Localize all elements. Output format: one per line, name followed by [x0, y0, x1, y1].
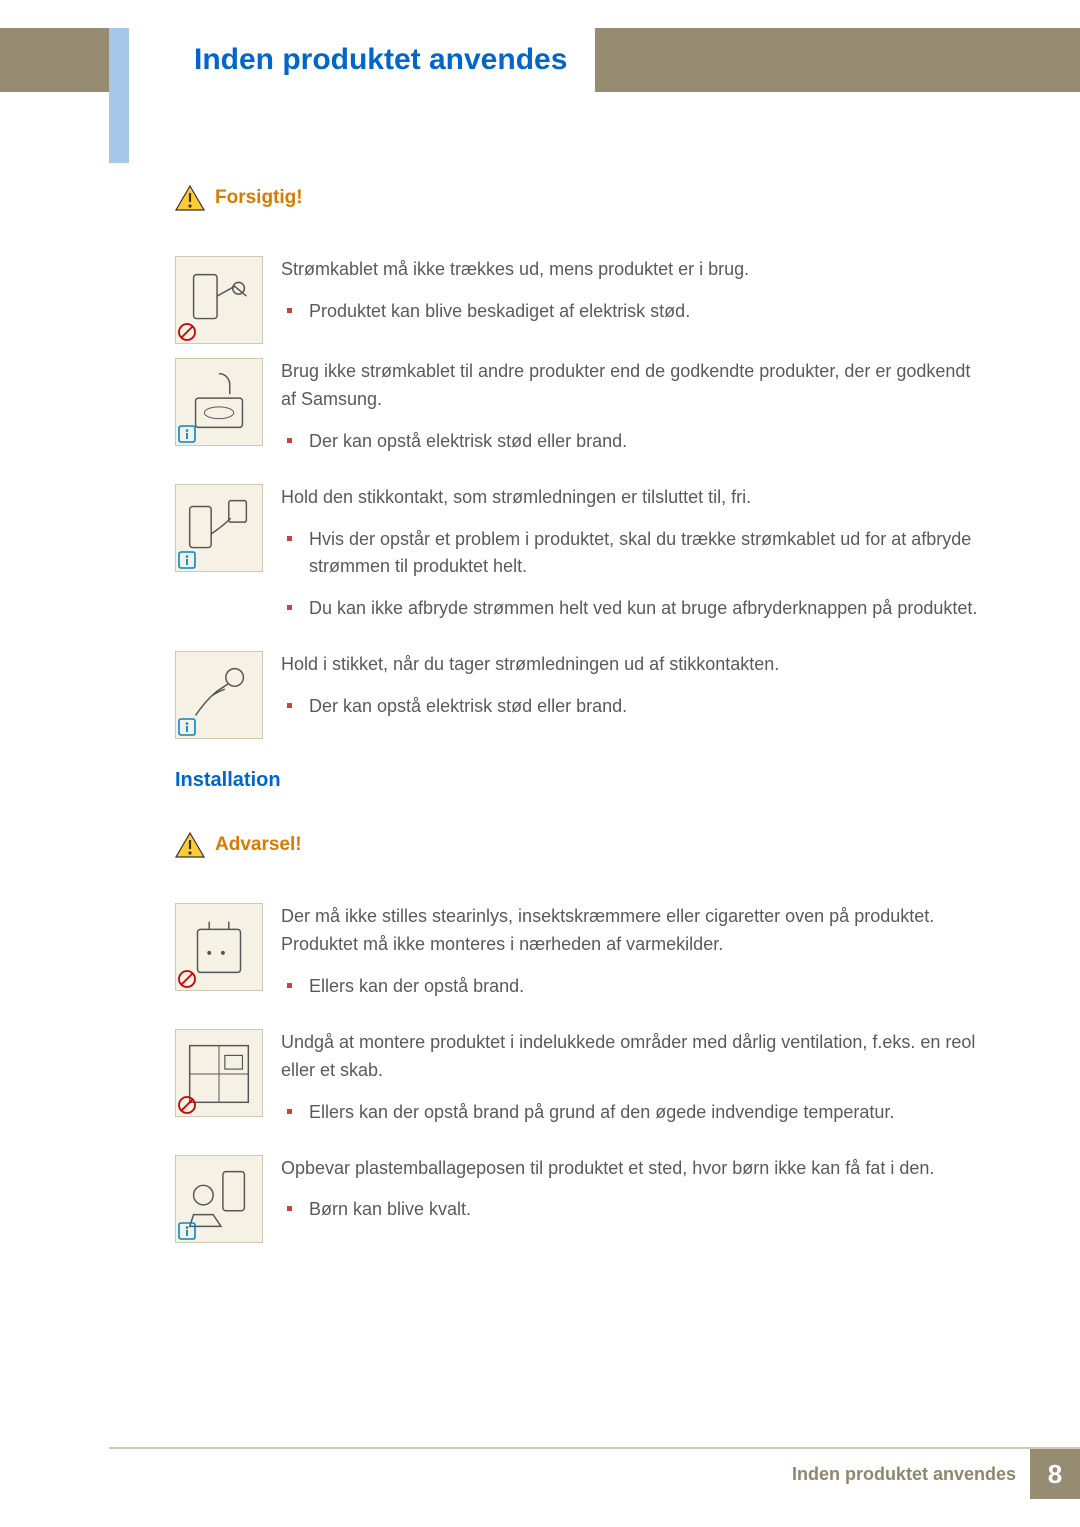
item-lead: Undgå at montere produktet i indelukkede… [281, 1029, 980, 1085]
thumbnail-plastic-bag [175, 1155, 263, 1243]
item-bullets: Hvis der opstår et problem i produktet, … [281, 526, 980, 624]
page-title-text: Inden produktet anvendes [194, 43, 567, 77]
safety-item: Undgå at montere produktet i indelukkede… [175, 1029, 980, 1141]
safety-item: Hold den stikkontakt, som strømledningen… [175, 484, 980, 638]
warning-triangle-icon [175, 185, 205, 211]
item-lead: Hold den stikkontakt, som strømledningen… [281, 484, 980, 512]
item-bullets: Der kan opstå elektrisk stød eller brand… [281, 428, 980, 456]
caution-label: Forsigtig! [215, 187, 303, 209]
item-body: Der må ikke stilles stearinlys, insektsk… [281, 903, 980, 1015]
info-icon [178, 718, 196, 736]
safety-item: Strømkablet må ikke trækkes ud, mens pro… [175, 256, 980, 344]
item-body: Undgå at montere produktet i indelukkede… [281, 1029, 980, 1141]
item-lead: Strømkablet må ikke trækkes ud, mens pro… [281, 256, 980, 284]
item-bullets: Ellers kan der opstå brand på grund af d… [281, 1099, 980, 1127]
safety-item: Der må ikke stilles stearinlys, insektsk… [175, 903, 980, 1015]
footer-section-text: Inden produktet anvendes [792, 1464, 1016, 1485]
left-accent [109, 28, 129, 163]
item-body: Brug ikke strømkablet til andre produkte… [281, 358, 980, 470]
caution-heading-advarsel: Advarsel! [175, 832, 980, 858]
thumbnail-no-enclosed [175, 1029, 263, 1117]
bullet: Ellers kan der opstå brand. [309, 973, 980, 1001]
section-title-installation: Installation [175, 769, 980, 792]
warning-triangle-icon [175, 832, 205, 858]
prohibit-icon [178, 1096, 196, 1114]
thumbnail-outlet-access [175, 484, 263, 572]
safety-item: Brug ikke strømkablet til andre produkte… [175, 358, 980, 470]
item-bullets: Ellers kan der opstå brand. [281, 973, 980, 1001]
item-bullets: Der kan opstå elektrisk stød eller brand… [281, 693, 980, 721]
item-lead: Brug ikke strømkablet til andre produkte… [281, 358, 980, 414]
item-lead: Opbevar plastemballageposen til produkte… [281, 1155, 980, 1183]
item-body: Hold i stikket, når du tager strømlednin… [281, 651, 980, 739]
bullet: Der kan opstå elektrisk stød eller brand… [309, 428, 980, 456]
bullet: Børn kan blive kvalt. [309, 1196, 980, 1224]
page-title: Inden produktet anvendes [109, 28, 595, 92]
item-body: Hold den stikkontakt, som strømledningen… [281, 484, 980, 638]
info-icon [178, 551, 196, 569]
bullet: Ellers kan der opstå brand på grund af d… [309, 1099, 980, 1127]
item-bullets: Børn kan blive kvalt. [281, 1196, 980, 1224]
bullet: Hvis der opstår et problem i produktet, … [309, 526, 980, 582]
footer: Inden produktet anvendes 8 [0, 1449, 1080, 1499]
thumbnail-approved-product [175, 358, 263, 446]
caution-heading-forsigtig: Forsigtig! [175, 185, 980, 211]
item-body: Opbevar plastemballageposen til produkte… [281, 1155, 980, 1243]
bullet: Produktet kan blive beskadiget af elektr… [309, 298, 980, 326]
thumbnail-no-candles [175, 903, 263, 991]
item-body: Strømkablet må ikke trækkes ud, mens pro… [281, 256, 980, 344]
item-lead: Hold i stikket, når du tager strømlednin… [281, 651, 980, 679]
content: Forsigtig! Strømkablet må ikke trækkes u… [175, 185, 980, 1257]
thumbnail-hold-plug [175, 651, 263, 739]
info-icon [178, 425, 196, 443]
item-lead: Der må ikke stilles stearinlys, insektsk… [281, 903, 980, 959]
thumbnail-unplug-device [175, 256, 263, 344]
page-number: 8 [1030, 1449, 1080, 1499]
bullet: Der kan opstå elektrisk stød eller brand… [309, 693, 980, 721]
bullet: Du kan ikke afbryde strømmen helt ved ku… [309, 595, 980, 623]
item-bullets: Produktet kan blive beskadiget af elektr… [281, 298, 980, 326]
prohibit-icon [178, 323, 196, 341]
info-icon [178, 1222, 196, 1240]
safety-item: Opbevar plastemballageposen til produkte… [175, 1155, 980, 1243]
safety-item: Hold i stikket, når du tager strømlednin… [175, 651, 980, 739]
caution-label: Advarsel! [215, 834, 302, 856]
prohibit-icon [178, 970, 196, 988]
